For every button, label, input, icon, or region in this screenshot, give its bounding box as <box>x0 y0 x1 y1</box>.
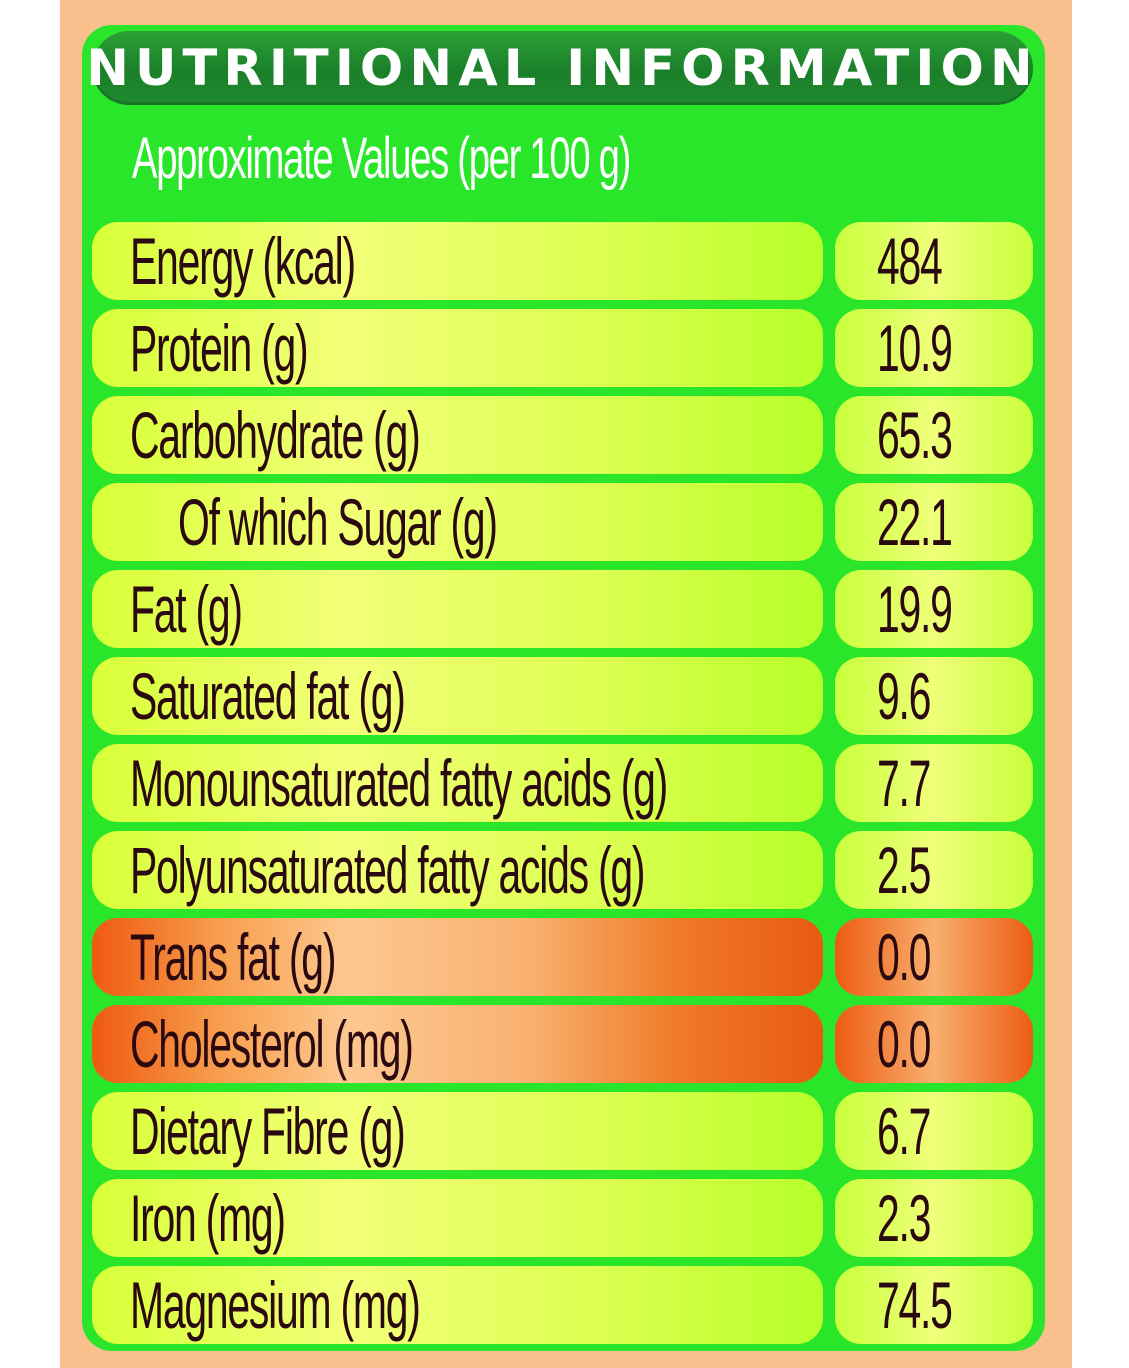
nutrient-name: Dietary Fibre (g) <box>130 1094 406 1168</box>
nutrient-row-iron: Iron (mg) 2.3 <box>92 1179 1033 1257</box>
nutrient-value-cell: 22.1 <box>835 483 1033 561</box>
nutrient-value-cell: 2.5 <box>835 831 1033 909</box>
nutrient-value: 2.3 <box>877 1181 931 1255</box>
nutrient-name-cell: Saturated fat (g) <box>92 657 823 735</box>
nutrient-name-cell: Cholesterol (mg) <box>92 1005 823 1083</box>
nutrient-value: 9.6 <box>877 659 931 733</box>
nutrient-value-cell: 9.6 <box>835 657 1033 735</box>
title-bar: NUTRITIONAL INFORMATION <box>86 31 1033 105</box>
nutrient-value: 2.5 <box>877 833 931 907</box>
nutrient-name-cell: Polyunsaturated fatty acids (g) <box>92 831 823 909</box>
nutrient-name-cell: Energy (kcal) <box>92 222 823 300</box>
nutrient-name-cell: Magnesium (mg) <box>92 1266 823 1344</box>
nutrient-name: Trans fat (g) <box>130 920 336 994</box>
nutrient-row-dietary-fibre: Dietary Fibre (g) 6.7 <box>92 1092 1033 1170</box>
nutrient-name: Iron (mg) <box>130 1181 286 1255</box>
nutrient-value-cell: 19.9 <box>835 570 1033 648</box>
nutrient-value-cell: 0.0 <box>835 1005 1033 1083</box>
nutrient-value-cell: 7.7 <box>835 744 1033 822</box>
nutrient-name-cell: Protein (g) <box>92 309 823 387</box>
nutrient-value-cell: 74.5 <box>835 1266 1033 1344</box>
nutrient-name: Carbohydrate (g) <box>130 398 421 472</box>
nutrient-value-cell: 10.9 <box>835 309 1033 387</box>
nutrient-value: 10.9 <box>877 311 953 385</box>
nutrient-row-magnesium: Magnesium (mg) 74.5 <box>92 1266 1033 1344</box>
nutrient-row-cholesterol: Cholesterol (mg) 0.0 <box>92 1005 1033 1083</box>
nutrition-panel: NUTRITIONAL INFORMATION Approximate Valu… <box>82 25 1045 1351</box>
nutrient-row-carbohydrate: Carbohydrate (g) 65.3 <box>92 396 1033 474</box>
nutrient-value: 19.9 <box>877 572 953 646</box>
nutrient-value: 65.3 <box>877 398 953 472</box>
nutrient-value-cell: 6.7 <box>835 1092 1033 1170</box>
nutrient-name-cell: Carbohydrate (g) <box>92 396 823 474</box>
nutrient-value-cell: 2.3 <box>835 1179 1033 1257</box>
nutrient-row-fat: Fat (g) 19.9 <box>92 570 1033 648</box>
nutrient-row-protein: Protein (g) 10.9 <box>92 309 1033 387</box>
nutrient-name: Energy (kcal) <box>130 224 356 298</box>
nutrient-name: Saturated fat (g) <box>130 659 406 733</box>
nutrient-value: 0.0 <box>877 920 931 994</box>
nutrient-name: Polyunsaturated fatty acids (g) <box>130 833 646 907</box>
nutrient-name-cell: Iron (mg) <box>92 1179 823 1257</box>
nutrient-name: Cholesterol (mg) <box>130 1007 414 1081</box>
nutrient-name-cell: Fat (g) <box>92 570 823 648</box>
nutrient-name: Magnesium (mg) <box>130 1268 421 1342</box>
nutrient-value-cell: 65.3 <box>835 396 1033 474</box>
nutrient-value: 0.0 <box>877 1007 931 1081</box>
nutrient-name-cell: Dietary Fibre (g) <box>92 1092 823 1170</box>
nutrient-row-polyunsaturated: Polyunsaturated fatty acids (g) 2.5 <box>92 831 1033 909</box>
nutrient-name-cell: Of which Sugar (g) <box>92 483 823 561</box>
nutrient-row-sugar: Of which Sugar (g) 22.1 <box>92 483 1033 561</box>
nutrient-value-cell: 0.0 <box>835 918 1033 996</box>
label-title: NUTRITIONAL INFORMATION <box>86 39 1039 97</box>
nutrient-name-cell: Trans fat (g) <box>92 918 823 996</box>
nutrient-value: 6.7 <box>877 1094 931 1168</box>
nutrient-value: 484 <box>877 224 943 298</box>
nutrient-name: Fat (g) <box>130 572 243 646</box>
nutrient-row-trans-fat: Trans fat (g) 0.0 <box>92 918 1033 996</box>
nutrient-row-saturated-fat: Saturated fat (g) 9.6 <box>92 657 1033 735</box>
nutrient-value-cell: 484 <box>835 222 1033 300</box>
nutrient-name: Monounsaturated fatty acids (g) <box>130 746 668 820</box>
nutrient-name-cell: Monounsaturated fatty acids (g) <box>92 744 823 822</box>
nutrient-row-energy: Energy (kcal) 484 <box>92 222 1033 300</box>
nutrient-value: 22.1 <box>877 485 953 559</box>
nutrient-row-monounsaturated: Monounsaturated fatty acids (g) 7.7 <box>92 744 1033 822</box>
nutrient-name: Protein (g) <box>130 311 309 385</box>
nutrient-value: 7.7 <box>877 746 931 820</box>
nutrient-value: 74.5 <box>877 1268 953 1342</box>
nutrient-name: Of which Sugar (g) <box>178 485 498 559</box>
label-subtitle: Approximate Values (per 100 g) <box>132 126 631 191</box>
